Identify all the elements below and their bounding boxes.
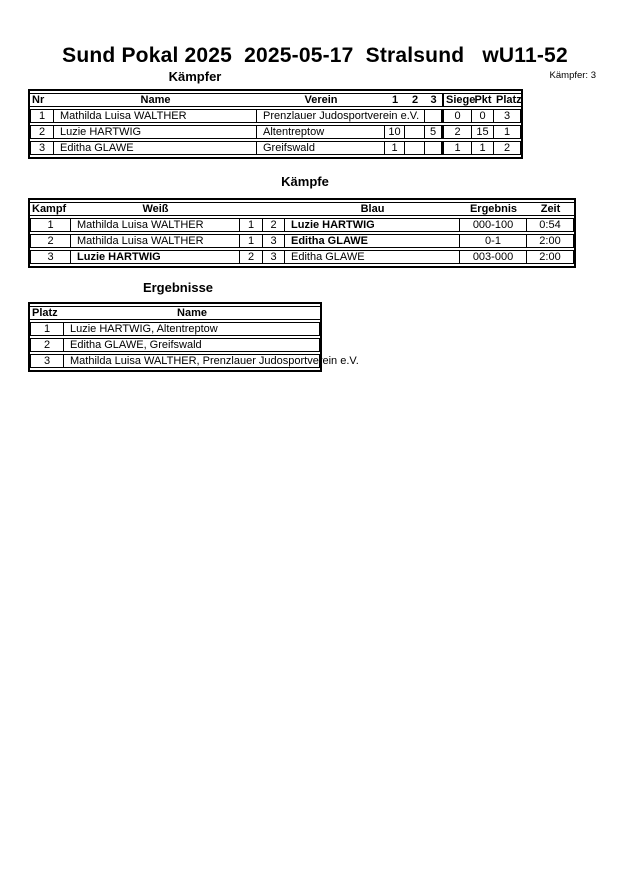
platz-cell: 2 — [30, 338, 64, 352]
col-header-siege: Siege — [442, 93, 475, 107]
col-header-ergebnis: Ergebnis — [460, 202, 527, 216]
blau-nr-cell: 2 — [263, 218, 285, 232]
kampf-cell: 3 — [30, 250, 71, 264]
ergebnis-cell: 003-000 — [460, 250, 527, 264]
round1-cell: 1 — [385, 141, 405, 155]
round3-cell — [425, 109, 442, 123]
weiss-nr-cell: 2 — [240, 250, 263, 264]
zeit-cell: 0:54 — [527, 218, 574, 232]
section-heading-kaempfe: Kämpfe — [281, 174, 329, 189]
siege-cell: 0 — [442, 109, 472, 123]
round3-cell — [425, 141, 442, 155]
bout-row: 3 Luzie HARTWIG 2 3 Editha GLAWE 003-000… — [30, 250, 574, 264]
round1-cell: 10 — [385, 125, 405, 139]
pkt-cell: 0 — [472, 109, 494, 123]
col-header-weiss: Weiß — [71, 202, 240, 216]
platz-cell: 1 — [30, 322, 64, 336]
verein-cell: Greifswald — [257, 141, 385, 155]
zeit-cell: 2:00 — [527, 234, 574, 248]
verein-cell: Altentreptow — [257, 125, 385, 139]
col-header-round3: 3 — [425, 93, 442, 107]
pkt-cell: 1 — [472, 141, 494, 155]
platz-cell: 1 — [494, 125, 521, 139]
fighter-row: 2 Luzie HARTWIG Altentreptow 10 5 2 15 1 — [30, 125, 521, 139]
col-header-platz: Platz — [30, 306, 64, 320]
bouts-header-row: Kampf Weiß Blau Ergebnis Zeit — [30, 202, 574, 216]
col-header-name: Name — [64, 306, 320, 320]
weiss-name-cell: Mathilda Luisa WALTHER — [71, 218, 240, 232]
result-name-cell: Luzie HARTWIG, Altentreptow — [64, 322, 320, 336]
results-table: Platz Name 1 Luzie HARTWIG, Altentreptow… — [28, 302, 359, 372]
blau-name-cell: Luzie HARTWIG — [285, 218, 460, 232]
kampf-cell: 1 — [30, 218, 71, 232]
col-header-platz: Platz — [494, 93, 522, 107]
blau-nr-cell: 3 — [263, 250, 285, 264]
siege-cell: 1 — [442, 141, 472, 155]
bout-row: 2 Mathilda Luisa WALTHER 1 3 Editha GLAW… — [30, 234, 574, 248]
col-header-verein: Verein — [257, 93, 385, 107]
fighter-count-label: Kämpfer: 3 — [549, 70, 596, 81]
name-cell: Mathilda Luisa WALTHER — [54, 109, 257, 123]
col-header-weiss-nr — [240, 202, 263, 216]
round2-cell — [405, 141, 425, 155]
name-cell: Editha GLAWE — [54, 141, 257, 155]
result-row: 1 Luzie HARTWIG, Altentreptow — [30, 322, 320, 336]
col-header-round2: 2 — [405, 93, 425, 107]
fighter-row: 3 Editha GLAWE Greifswald 1 1 1 2 — [30, 141, 521, 155]
page-title: Sund Pokal 2025 2025-05-17 Stralsund wU1… — [62, 44, 568, 67]
col-header-blau-nr — [263, 202, 285, 216]
siege-cell: 2 — [442, 125, 472, 139]
bout-row: 1 Mathilda Luisa WALTHER 1 2 Luzie HARTW… — [30, 218, 574, 232]
round2-cell — [405, 125, 425, 139]
result-name-cell: Mathilda Luisa WALTHER, Prenzlauer Judos… — [64, 354, 359, 368]
result-row: 2 Editha GLAWE, Greifswald — [30, 338, 320, 352]
platz-cell: 2 — [494, 141, 521, 155]
name-cell: Luzie HARTWIG — [54, 125, 257, 139]
col-header-kampf: Kampf — [30, 202, 71, 216]
fighter-row: 1 Mathilda Luisa WALTHER Prenzlauer Judo… — [30, 109, 521, 123]
col-header-name: Name — [54, 93, 257, 107]
nr-cell: 2 — [30, 125, 54, 139]
fighters-header-row: Nr Name Verein 1 2 3 Siege Pkt Platz — [30, 93, 522, 107]
col-header-round1: 1 — [385, 93, 405, 107]
result-row: 3 Mathilda Luisa WALTHER, Prenzlauer Jud… — [30, 354, 359, 368]
blau-name-cell: Editha GLAWE — [285, 234, 460, 248]
col-header-nr: Nr — [30, 93, 54, 107]
weiss-name-cell: Luzie HARTWIG — [71, 250, 240, 264]
col-header-blau: Blau — [285, 202, 460, 216]
kampf-cell: 2 — [30, 234, 71, 248]
verein-cell: Prenzlauer Judosportverein e.V. — [257, 109, 425, 123]
col-header-pkt: Pkt — [472, 93, 494, 107]
bouts-table: Kampf Weiß Blau Ergebnis Zeit 1 Mathilda… — [28, 198, 576, 268]
section-heading-ergebnisse: Ergebnisse — [142, 280, 214, 295]
weiss-nr-cell: 1 — [240, 218, 263, 232]
nr-cell: 3 — [30, 141, 54, 155]
result-name-cell: Editha GLAWE, Greifswald — [64, 338, 320, 352]
results-header-row: Platz Name — [30, 306, 320, 320]
col-header-zeit: Zeit — [527, 202, 574, 216]
fighters-table: Nr Name Verein 1 2 3 Siege Pkt Platz 1 M… — [28, 89, 523, 159]
platz-cell: 3 — [494, 109, 521, 123]
nr-cell: 1 — [30, 109, 54, 123]
weiss-nr-cell: 1 — [240, 234, 263, 248]
blau-name-cell: Editha GLAWE — [285, 250, 460, 264]
ergebnis-cell: 0-1 — [460, 234, 527, 248]
round3-cell: 5 — [425, 125, 442, 139]
section-heading-kaempfer: Kämpfer — [168, 69, 222, 84]
ergebnis-cell: 000-100 — [460, 218, 527, 232]
pkt-cell: 15 — [472, 125, 494, 139]
blau-nr-cell: 3 — [263, 234, 285, 248]
weiss-name-cell: Mathilda Luisa WALTHER — [71, 234, 240, 248]
zeit-cell: 2:00 — [527, 250, 574, 264]
platz-cell: 3 — [30, 354, 64, 368]
